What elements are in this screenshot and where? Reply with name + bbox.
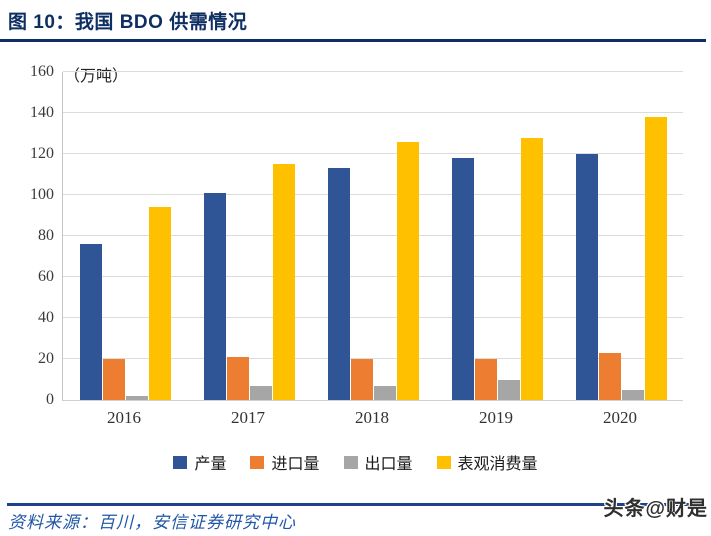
footer-divider [7,503,705,506]
bar-进口量-2020 [598,352,621,400]
legend-swatch-icon [173,455,188,469]
bar-进口量-2016 [102,359,125,400]
x-tick-2018: 2018 [355,408,389,427]
plot-area [62,71,683,401]
y-tick-100: 100 [30,186,54,203]
y-tick-140: 140 [30,104,54,121]
bar-出口量-2020 [621,389,644,400]
y-tick-160: 160 [30,63,54,80]
figure-title: 图 10：我国 BDO 供需情况 [8,12,248,33]
bar-出口量-2017 [249,385,272,400]
bar-进口量-2019 [474,359,497,400]
x-tick-2017: 2017 [231,408,265,427]
bar-表观消费量-2020 [644,117,667,400]
watermark: 头条@财是 [603,498,708,520]
legend-label: 出口量 [364,456,413,473]
bar-表观消费量-2019 [520,137,543,400]
bar-产量-2019 [451,158,474,400]
x-tick-2016: 2016 [107,408,141,427]
bar-出口量-2018 [373,385,396,400]
gridline-60 [63,276,683,277]
bar-表观消费量-2018 [396,141,419,400]
gridline-140 [63,112,683,113]
legend-item-表观消费量: 表观消费量 [436,450,538,474]
bar-group-2019 [435,72,559,400]
legend-label: 进口量 [271,456,320,473]
legend-label: 表观消费量 [457,456,538,473]
legend-item-进口量: 进口量 [250,450,320,474]
gridline-100 [63,194,683,195]
chart-legend: 产量 进口量 出口量 表观消费量 [0,449,711,475]
bar-产量-2017 [203,192,226,400]
legend-item-出口量: 出口量 [343,450,413,474]
bar-产量-2020 [575,154,598,400]
y-axis-unit-label: （万吨） [64,68,129,85]
bar-出口量-2016 [125,395,148,400]
gridline-80 [63,235,683,236]
bar-进口量-2018 [350,359,373,400]
y-tick-60: 60 [38,268,54,285]
y-tick-20: 20 [38,350,54,367]
legend-swatch-icon [343,455,358,469]
bar-group-2017 [187,72,311,400]
gridline-20 [63,358,683,359]
bar-进口量-2017 [226,356,249,400]
bar-出口量-2019 [497,379,520,400]
legend-swatch-icon [250,455,265,469]
title-divider [0,39,706,42]
gridline-120 [63,153,683,154]
x-tick-2020: 2020 [603,408,637,427]
bar-group-2020 [559,72,683,400]
legend-swatch-icon [436,455,451,469]
legend-item-产量: 产量 [173,450,226,474]
x-tick-2019: 2019 [479,408,513,427]
x-axis-tick-labels: 2016 2017 2018 2019 2020 [62,408,682,428]
y-tick-80: 80 [38,227,54,244]
bar-group-2018 [311,72,435,400]
gridline-160 [63,71,683,72]
bar-产量-2016 [79,244,102,400]
legend-label: 产量 [194,456,227,473]
y-tick-120: 120 [30,145,54,162]
bar-group-2016 [63,72,187,400]
bar-表观消费量-2017 [272,164,295,400]
y-tick-40: 40 [38,309,54,326]
source-note: 资料来源：百川，安信证券研究中心 [8,513,296,532]
y-tick-0: 0 [46,391,54,408]
gridline-40 [63,317,683,318]
bar-产量-2018 [327,168,350,400]
y-axis-tick-labels: 0 20 40 60 80 100 120 140 160 [0,64,54,408]
bar-表观消费量-2016 [148,207,171,400]
